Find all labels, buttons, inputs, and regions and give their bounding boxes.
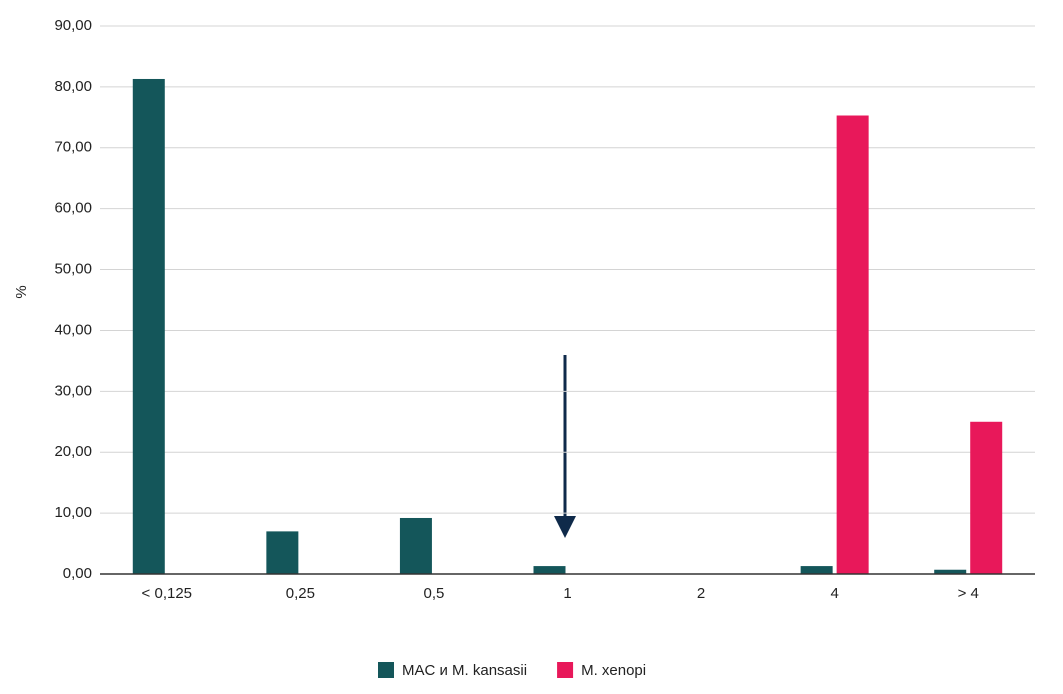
y-tick-label: 80,00 (54, 78, 92, 95)
arrow-annotation (554, 355, 576, 538)
y-tick-label: 90,00 (54, 17, 92, 34)
y-tick-label: 50,00 (54, 261, 92, 278)
legend-swatch (557, 662, 574, 678)
x-tick-label: 1 (563, 585, 571, 602)
bar (836, 115, 869, 575)
bar (132, 78, 165, 575)
x-tick-label: 0,25 (286, 585, 315, 602)
x-tick-label: 0,5 (423, 585, 444, 602)
bar (800, 566, 833, 574)
y-tick-label: 40,00 (54, 321, 92, 338)
bar (533, 566, 566, 574)
legend-label: MAC и M. kansasii (402, 662, 527, 679)
x-tick-label: 4 (830, 585, 838, 602)
legend-swatch (378, 662, 394, 678)
x-tick-label: > 4 (958, 585, 979, 602)
bar (934, 569, 967, 574)
x-tick-label: 2 (697, 585, 705, 602)
y-tick-label: 10,00 (54, 504, 92, 521)
y-axis-label: % (13, 285, 30, 298)
y-tick-label: 0,00 (63, 565, 92, 582)
y-tick-label: 60,00 (54, 200, 92, 217)
bar (399, 517, 432, 574)
y-tick-label: 30,00 (54, 382, 92, 399)
y-tick-label: 20,00 (54, 443, 92, 460)
legend-label: M. xenopi (581, 662, 646, 679)
bar (970, 421, 1003, 574)
y-tick-label: 70,00 (54, 139, 92, 156)
x-tick-label: < 0,125 (142, 585, 192, 602)
bar (266, 531, 299, 574)
